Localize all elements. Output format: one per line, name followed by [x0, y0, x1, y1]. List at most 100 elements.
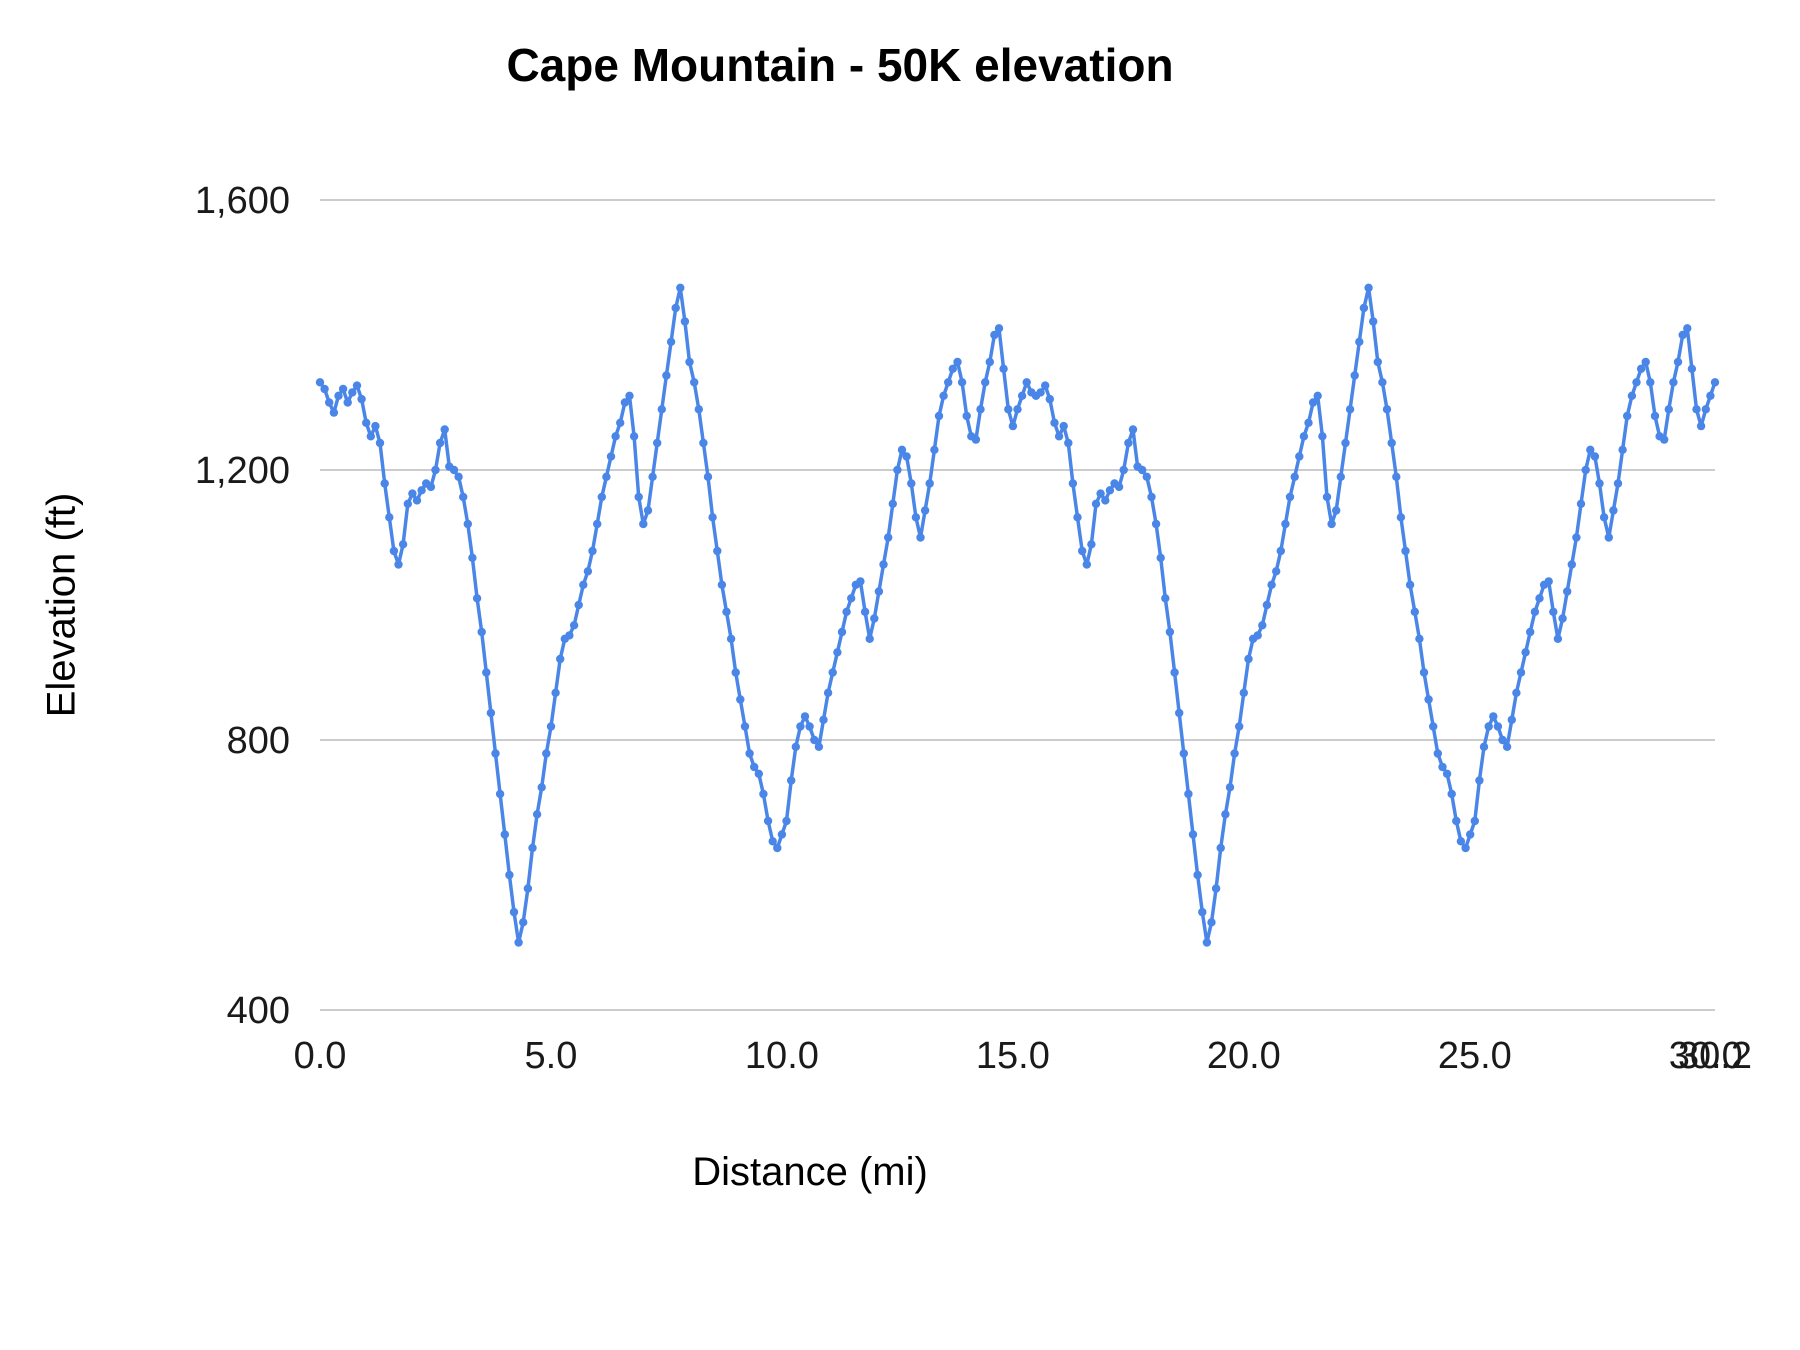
- data-point: [990, 330, 999, 340]
- data-point: [690, 378, 699, 387]
- data-point: [1045, 394, 1055, 404]
- data-point: [814, 742, 824, 751]
- data-point: [888, 499, 897, 508]
- y-tick-label: 400: [227, 990, 290, 1032]
- data-point: [1466, 830, 1475, 839]
- data-point: [726, 634, 736, 643]
- data-point: [1613, 479, 1623, 488]
- data-point: [916, 533, 925, 542]
- data-point: [1225, 783, 1235, 792]
- data-point: [634, 492, 643, 502]
- data-point: [1193, 870, 1202, 880]
- data-point: [1405, 580, 1415, 589]
- data-point: [787, 776, 796, 785]
- data-point: [907, 479, 916, 488]
- data-point: [1341, 438, 1350, 448]
- data-point: [449, 465, 459, 475]
- data-point: [1692, 405, 1701, 414]
- data-point: [930, 445, 939, 454]
- data-point: [1285, 492, 1295, 502]
- data-point: [1147, 492, 1156, 502]
- data-point: [754, 769, 763, 778]
- data-point: [366, 432, 375, 441]
- data-point: [1041, 381, 1050, 390]
- data-point: [1581, 465, 1590, 475]
- data-point: [1290, 472, 1299, 481]
- data-point: [1553, 634, 1563, 643]
- data-point: [1710, 378, 1720, 387]
- data-point: [1244, 654, 1253, 664]
- data-point: [1068, 479, 1078, 488]
- x-tick-label: 15.0: [976, 1035, 1050, 1077]
- data-point: [1521, 648, 1530, 657]
- data-point: [1198, 907, 1207, 917]
- data-point: [1479, 742, 1489, 751]
- data-point: [542, 749, 551, 758]
- data-point: [1128, 425, 1138, 434]
- data-point: [1022, 378, 1031, 387]
- data-point: [1119, 465, 1128, 475]
- data-point: [1156, 553, 1165, 562]
- data-point: [925, 479, 934, 488]
- data-point: [1678, 330, 1687, 340]
- data-point: [514, 938, 523, 947]
- data-point: [648, 472, 657, 481]
- data-point: [556, 654, 565, 664]
- x-tick-label: 30.0: [1669, 1035, 1743, 1077]
- data-point: [1151, 519, 1161, 529]
- data-point: [537, 783, 546, 792]
- data-point: [1313, 391, 1322, 400]
- data-point: [1544, 577, 1553, 586]
- data-point: [1387, 438, 1396, 448]
- data-point: [1433, 749, 1443, 758]
- data-point: [1650, 411, 1660, 421]
- data-point: [1078, 546, 1087, 556]
- data-point: [417, 486, 426, 495]
- data-point: [976, 405, 985, 414]
- data-point: [893, 465, 902, 475]
- data-point: [1470, 816, 1480, 826]
- data-point: [685, 357, 694, 367]
- data-point: [1101, 496, 1110, 505]
- data-point: [1660, 435, 1669, 444]
- data-point: [823, 688, 833, 697]
- data-point: [1050, 418, 1059, 427]
- data-point: [1706, 391, 1715, 400]
- data-point: [1355, 337, 1364, 346]
- data-point: [1438, 762, 1447, 772]
- data-point: [1175, 708, 1184, 718]
- data-point: [1442, 769, 1452, 778]
- data-point: [1558, 614, 1567, 623]
- data-point: [1623, 411, 1632, 421]
- data-point: [394, 560, 403, 569]
- data-point: [870, 614, 879, 623]
- data-point: [440, 425, 449, 434]
- data-point: [837, 627, 847, 637]
- data-point: [329, 408, 339, 417]
- data-point: [325, 398, 334, 407]
- data-point: [1322, 492, 1332, 502]
- data-point: [1530, 607, 1540, 616]
- data-point: [1664, 405, 1674, 414]
- data-point: [1004, 405, 1013, 414]
- data-point: [1641, 357, 1650, 367]
- data-point: [1595, 479, 1604, 488]
- data-point: [736, 695, 745, 704]
- data-point: [680, 317, 690, 326]
- data-point: [371, 421, 380, 431]
- data-point: [1526, 627, 1535, 637]
- data-point: [1188, 830, 1198, 839]
- data-point: [1165, 627, 1175, 637]
- data-point: [625, 391, 634, 400]
- data-point: [1447, 789, 1456, 799]
- data-point: [583, 567, 593, 576]
- data-point: [468, 553, 477, 562]
- data-point: [1054, 432, 1064, 441]
- data-point: [1124, 438, 1133, 448]
- data-point: [1304, 418, 1313, 427]
- data-point: [1179, 749, 1189, 758]
- data-point: [1036, 388, 1045, 397]
- data-point: [1396, 513, 1406, 522]
- data-point: [884, 533, 893, 542]
- data-point: [1008, 421, 1018, 431]
